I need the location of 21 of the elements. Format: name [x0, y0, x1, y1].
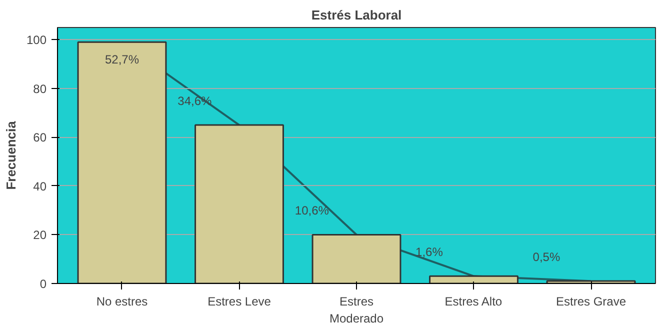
annotation: 1,6%: [416, 245, 444, 260]
y-tick-label: 100: [26, 33, 47, 48]
bar: [77, 41, 167, 284]
y-tick-label: 20: [33, 228, 47, 242]
x-tick-label: No estres: [96, 294, 148, 308]
annotation: 10,6%: [294, 204, 330, 218]
x-tick-label: Estres Moderado: [329, 294, 384, 326]
x-tick-label: Estres Alto: [444, 294, 502, 308]
bar: [194, 124, 284, 284]
y-tick-label: 40: [33, 179, 47, 194]
bar: [312, 234, 402, 284]
y-axis-title: Frecuencia: [3, 120, 18, 190]
chart-title: Estrés Laboral: [311, 8, 402, 22]
y-tick-label: 80: [33, 82, 47, 96]
bar: [429, 275, 518, 284]
y-tick-label: 60: [33, 130, 47, 145]
annotation: 52,7%: [104, 52, 140, 67]
y-tick-label: 0: [40, 277, 47, 291]
x-tick-label: Estres Leve: [208, 294, 272, 308]
annotation: 0,5%: [532, 250, 560, 264]
x-tick-label: Estres Grave: [556, 294, 626, 308]
